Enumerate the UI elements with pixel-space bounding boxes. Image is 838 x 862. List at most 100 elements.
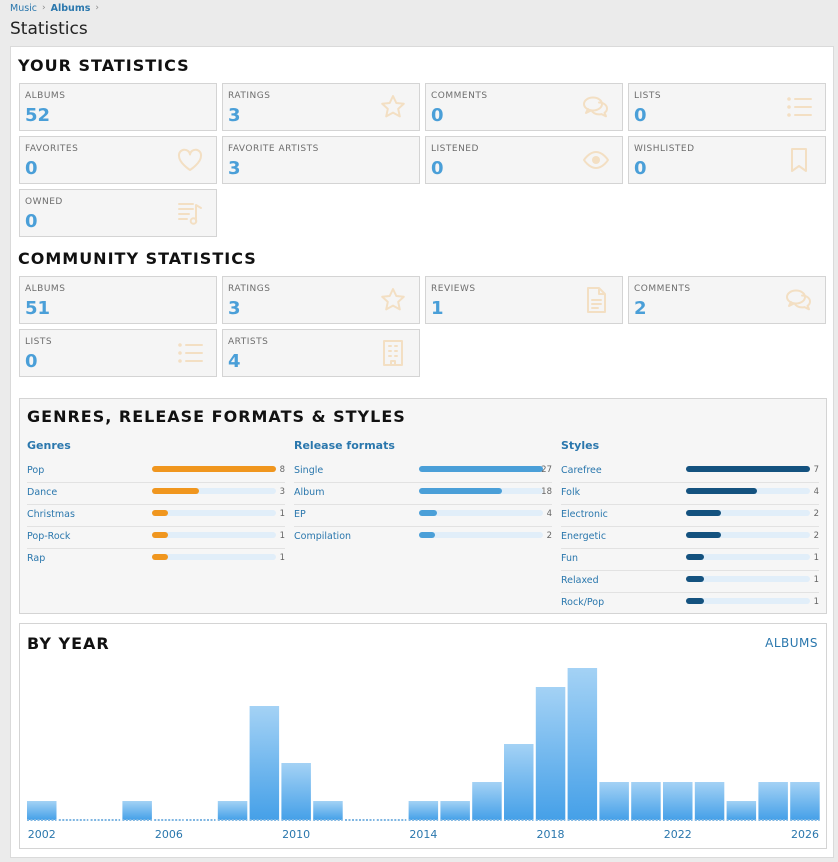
year-bar-2021[interactable] bbox=[631, 782, 661, 820]
bar-label[interactable]: Pop bbox=[27, 465, 45, 476]
comments-icon bbox=[785, 286, 813, 314]
year-bar-2022[interactable] bbox=[663, 782, 693, 820]
stat-label: ALBUMS bbox=[25, 91, 66, 101]
bar-label[interactable]: Christmas bbox=[27, 509, 75, 520]
year-bar-2005[interactable] bbox=[122, 801, 152, 820]
bar-track bbox=[419, 510, 543, 516]
stat-label: FAVORITES bbox=[25, 144, 79, 154]
year-bar-2024[interactable] bbox=[726, 801, 757, 820]
star-icon bbox=[379, 93, 407, 121]
your-card-owned[interactable]: OWNED 0 bbox=[19, 189, 217, 237]
year-bar-2015[interactable] bbox=[440, 801, 470, 820]
bar-label[interactable]: Carefree bbox=[561, 465, 602, 476]
stat-value: 0 bbox=[25, 158, 38, 179]
your-card-albums[interactable]: ALBUMS 52 bbox=[19, 83, 217, 131]
bar-track bbox=[686, 466, 810, 472]
year-bar-2008[interactable] bbox=[217, 801, 248, 820]
bar-label[interactable]: Electronic bbox=[561, 509, 608, 520]
community-card-comments[interactable]: COMMENTS 2 bbox=[628, 276, 826, 324]
community-statistics-title: COMMUNITY STATISTICS bbox=[18, 249, 257, 268]
bar-label[interactable]: Energetic bbox=[561, 531, 607, 542]
bar-row: EP 4 bbox=[294, 505, 552, 527]
bar-fill bbox=[686, 466, 810, 472]
stat-value: 52 bbox=[25, 105, 51, 126]
stat-label: LISTENED bbox=[431, 144, 479, 154]
column-release-formats: Release formats Single 27 Album 18 EP 4 Compila… bbox=[294, 439, 552, 549]
community-card-albums[interactable]: ALBUMS 51 bbox=[19, 276, 217, 324]
your-card-ratings[interactable]: RATINGS 3 bbox=[222, 83, 420, 131]
your-statistics-title: YOUR STATISTICS bbox=[18, 56, 190, 75]
community-card-ratings[interactable]: RATINGS 3 bbox=[222, 276, 420, 324]
bar-row: Rock/Pop 1 bbox=[561, 593, 819, 615]
year-bar-2020[interactable] bbox=[599, 782, 629, 820]
bar-track bbox=[686, 532, 810, 538]
genres-section-title: GENRES, RELEASE FORMATS & STYLES bbox=[27, 407, 406, 426]
column-heading-release-formats[interactable]: Release formats bbox=[294, 439, 395, 452]
chevron-right-icon: › bbox=[42, 3, 46, 13]
bar-label[interactable]: Rap bbox=[27, 553, 46, 564]
bar-label[interactable]: Fun bbox=[561, 553, 578, 564]
your-card-wishlisted[interactable]: WISHLISTED 0 bbox=[628, 136, 826, 184]
year-bar-2010[interactable] bbox=[281, 763, 311, 820]
year-bar-2025[interactable] bbox=[758, 782, 788, 820]
bar-label[interactable]: Folk bbox=[561, 487, 581, 498]
bar-label[interactable]: Rock/Pop bbox=[561, 597, 605, 608]
bar-label[interactable]: Album bbox=[294, 487, 325, 498]
bar-row: Rap 1 bbox=[27, 549, 285, 571]
bar-label[interactable]: Dance bbox=[27, 487, 58, 498]
bar-track bbox=[152, 532, 276, 538]
bar-count: 4 bbox=[813, 487, 819, 497]
bar-label[interactable]: Single bbox=[294, 465, 324, 476]
year-bar-2011[interactable] bbox=[313, 801, 343, 820]
bar-label[interactable]: EP bbox=[294, 509, 306, 520]
stat-value: 0 bbox=[431, 105, 444, 126]
year-bar-2016[interactable] bbox=[472, 782, 502, 820]
year-bar-2023[interactable] bbox=[694, 782, 725, 820]
year-bar-2017[interactable] bbox=[504, 744, 534, 820]
year-bar-2026[interactable] bbox=[790, 782, 820, 820]
stat-label: WISHLISTED bbox=[634, 144, 695, 154]
bar-row: Relaxed 1 bbox=[561, 571, 819, 593]
bar-count: 27 bbox=[541, 465, 552, 475]
your-card-lists[interactable]: LISTS 0 bbox=[628, 83, 826, 131]
your-card-comments[interactable]: COMMENTS 0 bbox=[425, 83, 623, 131]
bar-fill bbox=[152, 510, 169, 516]
year-bar-2009[interactable] bbox=[249, 706, 280, 820]
year-bar-2002[interactable] bbox=[27, 801, 57, 820]
bar-track bbox=[419, 488, 543, 494]
genres-formats-styles-box: GENRES, RELEASE FORMATS & STYLES Genres P… bbox=[19, 398, 827, 614]
stat-label: RATINGS bbox=[228, 284, 271, 294]
by-year-chart: 2002 2006 2010 2014 2018 2022 2026 bbox=[27, 668, 820, 841]
community-card-lists[interactable]: LISTS 0 bbox=[19, 329, 217, 377]
playlist-icon bbox=[176, 199, 204, 227]
by-year-albums-link[interactable]: ALBUMS bbox=[765, 636, 818, 650]
bar-track bbox=[686, 576, 810, 582]
year-bar-2014[interactable] bbox=[408, 801, 439, 820]
bar-label[interactable]: Relaxed bbox=[561, 575, 599, 586]
year-bar-2019[interactable] bbox=[567, 668, 598, 820]
bar-count: 1 bbox=[813, 597, 819, 607]
year-tick-label: 2002 bbox=[28, 828, 56, 841]
your-card-favorite-artists[interactable]: FAVORITE ARTISTS 3 bbox=[222, 136, 420, 184]
bar-count: 3 bbox=[279, 487, 285, 497]
bar-row: Electronic 2 bbox=[561, 505, 819, 527]
list-icon bbox=[785, 93, 813, 121]
stat-label: OWNED bbox=[25, 197, 63, 207]
community-card-artists[interactable]: ARTISTS 4 bbox=[222, 329, 420, 377]
breadcrumb-albums-link[interactable]: Albums bbox=[50, 2, 91, 14]
stat-value: 0 bbox=[25, 351, 38, 372]
stat-value: 4 bbox=[228, 351, 241, 372]
your-card-listened[interactable]: LISTENED 0 bbox=[425, 136, 623, 184]
bar-row: Compilation 2 bbox=[294, 527, 552, 549]
bar-track bbox=[419, 466, 543, 472]
community-card-reviews[interactable]: REVIEWS 1 bbox=[425, 276, 623, 324]
your-card-favorites[interactable]: FAVORITES 0 bbox=[19, 136, 217, 184]
bar-label[interactable]: Pop-Rock bbox=[27, 531, 71, 542]
column-heading-genres[interactable]: Genres bbox=[27, 439, 71, 452]
column-heading-styles[interactable]: Styles bbox=[561, 439, 600, 452]
bar-fill bbox=[419, 532, 436, 538]
bar-label[interactable]: Compilation bbox=[294, 531, 352, 542]
building-icon bbox=[379, 339, 407, 367]
breadcrumb-music-link[interactable]: Music bbox=[10, 2, 38, 14]
year-bar-2018[interactable] bbox=[535, 687, 566, 820]
